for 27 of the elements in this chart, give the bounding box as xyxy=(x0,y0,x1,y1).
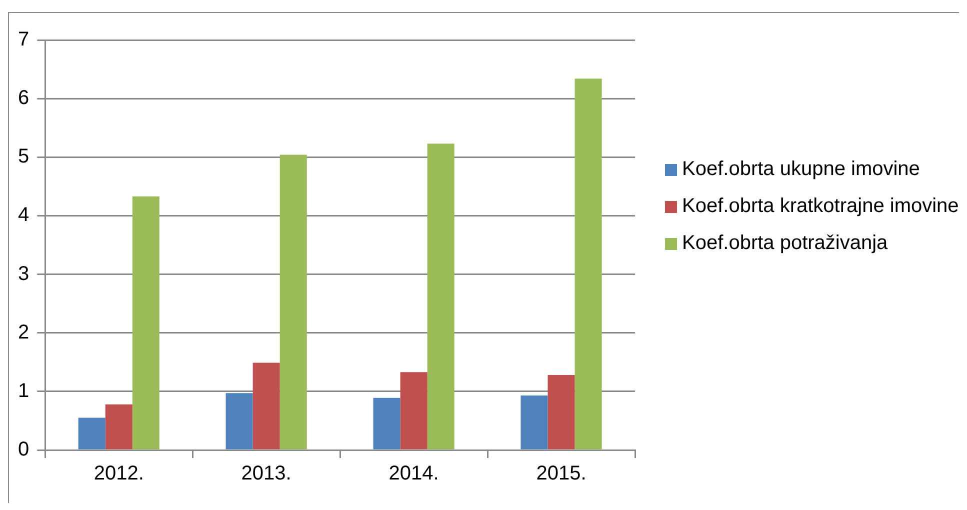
bar xyxy=(252,362,280,450)
y-tick-label: 0 xyxy=(18,438,30,461)
bar xyxy=(280,154,307,450)
bar xyxy=(373,398,400,450)
y-tick-label: 4 xyxy=(18,204,30,226)
x-tick-label: 2013. xyxy=(241,462,292,485)
bar xyxy=(78,418,106,450)
x-tick-label: 2012. xyxy=(94,462,144,485)
y-tick-label: 7 xyxy=(18,28,30,51)
bar xyxy=(132,196,160,450)
bar xyxy=(400,372,428,450)
legend-label: Koef.obrta ukupne imovine xyxy=(682,157,920,182)
legend-label: Koef.obrta potraživanja xyxy=(682,231,888,256)
y-tick-label: 2 xyxy=(18,321,30,344)
x-tick-label: 2014. xyxy=(388,462,439,485)
x-tick-label: 2015. xyxy=(536,462,586,485)
bar xyxy=(427,144,454,450)
bar xyxy=(105,404,132,450)
bar xyxy=(548,375,575,450)
bar xyxy=(226,393,253,450)
y-tick-label: 3 xyxy=(18,262,30,285)
y-tick-label: 5 xyxy=(18,146,30,168)
legend-label: Koef.obrta kratkotrajne imovine xyxy=(682,194,959,219)
y-tick-label: 6 xyxy=(18,87,30,110)
bar xyxy=(520,396,548,450)
bar xyxy=(574,78,602,450)
y-tick-label: 1 xyxy=(18,380,30,402)
